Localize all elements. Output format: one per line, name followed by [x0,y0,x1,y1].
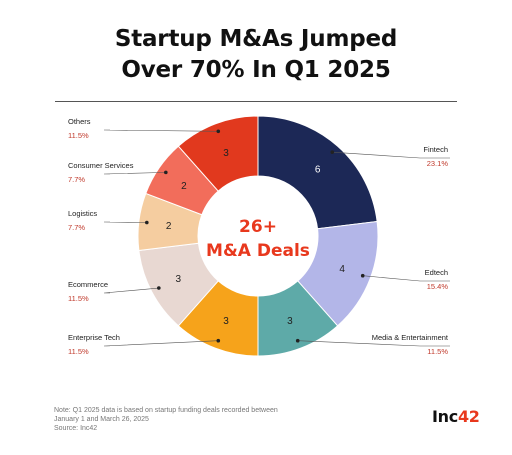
slice-others [177,115,259,192]
category-percent-ecommerce: 11.5% [68,294,89,303]
slice-value-media-entertainment: 3 [287,316,293,327]
category-label-ecommerce: Ecommerce [68,280,108,289]
category-label-logistics: Logistics [68,209,97,218]
leader-dot-logistics [145,220,149,225]
leader-dot-media-entertainment [295,338,300,343]
leader-dot-ecommerce [157,286,161,290]
title-divider [55,101,457,102]
chart-title: Startup M&As Jumped Over 70% In Q1 2025 [0,24,512,86]
category-label-media-entertainment: Media & Entertainment [372,333,449,342]
title-line-2: Over 70% In Q1 2025 [121,57,391,83]
category-label-consumer-services: Consumer Services [68,161,134,170]
center-text-line-1: 26+ [239,217,277,237]
leader-line-consumer-services [103,172,166,175]
title-line-1: Startup M&As Jumped [114,26,398,52]
footnote-line-1: Note: Q1 2025 data is based on startup f… [54,407,278,414]
category-percent-consumer-services: 7.7% [68,175,85,184]
leader-dot-others [216,129,221,134]
category-percent-enterprise-tech: 11.5% [68,347,89,356]
slice-value-consumer-services: 2 [181,181,187,192]
footnote: Note: Q1 2025 data is based on startup f… [54,406,278,433]
category-percent-edtech: 15.4% [427,282,449,291]
logo-accent: 42 [457,407,480,426]
category-label-others: Others [68,117,91,126]
leader-dot-consumer-services [164,170,168,175]
category-label-enterprise-tech: Enterprise Tech [68,333,120,342]
slice-value-fintech: 6 [315,165,321,176]
footnote-line-3: Source: Inc42 [54,425,98,432]
slice-value-enterprise-tech: 3 [223,316,229,327]
slice-value-edtech: 4 [339,264,345,275]
slice-value-ecommerce: 3 [176,274,182,285]
logo-main: Inc [432,407,458,426]
leader-line-enterprise-tech [103,340,219,347]
slice-value-logistics: 2 [166,221,172,232]
category-label-fintech: Fintech [423,145,448,154]
leader-dot-fintech [330,150,335,154]
leader-dot-enterprise-tech [216,338,221,343]
leader-line-ecommerce [103,287,159,294]
category-percent-logistics: 7.7% [68,223,85,232]
category-percent-others: 11.5% [68,131,89,140]
leader-line-fintech [332,151,450,159]
leader-line-others [103,129,219,132]
category-percent-media-entertainment: 11.5% [427,347,448,356]
leader-line-media-entertainment [297,340,450,347]
leader-line-edtech [362,275,450,282]
slice-fintech [257,115,378,230]
inc42-logo: Inc42 [432,407,480,426]
center-text-line-2: M&A Deals [206,241,310,261]
slice-value-others: 3 [223,148,229,159]
footnote-line-2: January 1 and March 26, 2025 [54,416,149,423]
category-label-edtech: Edtech [425,268,448,277]
category-percent-fintech: 23.1% [427,159,449,168]
donut-chart: 6 Fintech 23.1% 4 Edtech 15.4% 3 Media & Entert… [68,115,450,357]
leader-dot-edtech [360,273,365,278]
